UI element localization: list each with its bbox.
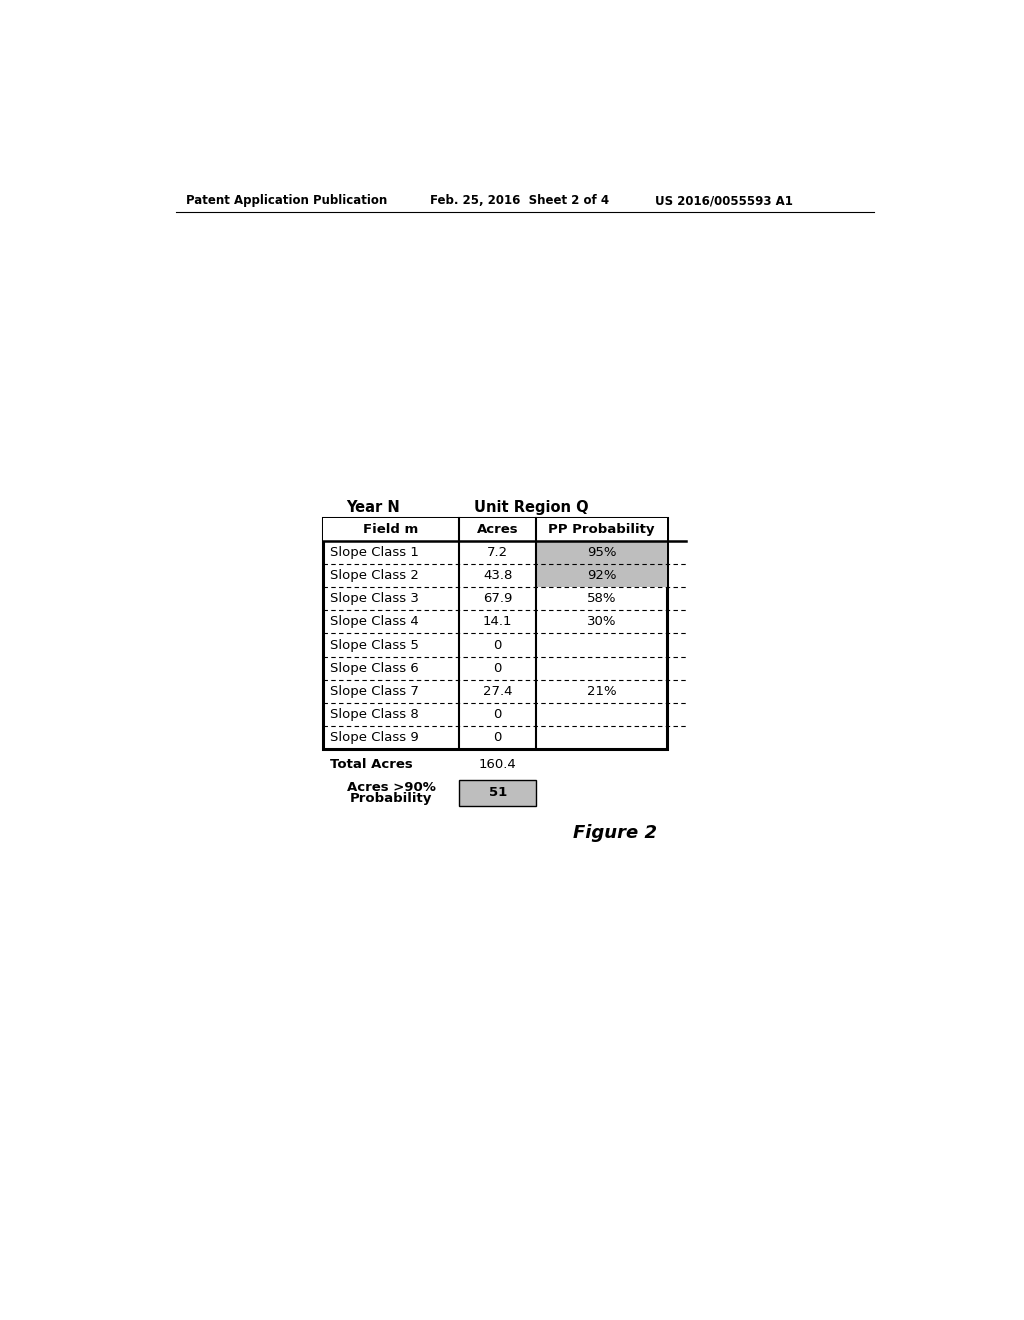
Text: Acres: Acres <box>477 523 518 536</box>
Text: Year N: Year N <box>346 500 400 515</box>
Bar <box>324 517 667 541</box>
Text: Total Acres: Total Acres <box>330 758 413 771</box>
Text: Field m: Field m <box>364 523 419 536</box>
Text: Probability: Probability <box>350 792 432 805</box>
Text: Figure 2: Figure 2 <box>572 824 656 842</box>
Text: 14.1: 14.1 <box>483 615 512 628</box>
Text: 51: 51 <box>488 787 507 800</box>
Text: 95%: 95% <box>587 546 616 560</box>
Text: 0: 0 <box>494 639 502 652</box>
Text: 58%: 58% <box>587 593 616 606</box>
Text: PP Probability: PP Probability <box>548 523 654 536</box>
Text: Slope Class 8: Slope Class 8 <box>330 708 418 721</box>
Text: US 2016/0055593 A1: US 2016/0055593 A1 <box>655 194 793 207</box>
Text: Slope Class 3: Slope Class 3 <box>330 593 419 606</box>
Text: 92%: 92% <box>587 569 616 582</box>
Text: Slope Class 7: Slope Class 7 <box>330 685 419 698</box>
Text: Slope Class 9: Slope Class 9 <box>330 731 418 744</box>
Text: 21%: 21% <box>587 685 616 698</box>
Text: 160.4: 160.4 <box>479 758 516 771</box>
Text: 0: 0 <box>494 731 502 744</box>
Text: Slope Class 1: Slope Class 1 <box>330 546 419 560</box>
Text: 43.8: 43.8 <box>483 569 512 582</box>
Bar <box>537 541 667 564</box>
Bar <box>459 780 537 807</box>
Text: 0: 0 <box>494 661 502 675</box>
Text: Slope Class 6: Slope Class 6 <box>330 661 418 675</box>
Text: 27.4: 27.4 <box>483 685 512 698</box>
Text: 0: 0 <box>494 708 502 721</box>
Text: Patent Application Publication: Patent Application Publication <box>186 194 387 207</box>
Text: 30%: 30% <box>587 615 616 628</box>
Text: 7.2: 7.2 <box>487 546 508 560</box>
Text: Acres >90%: Acres >90% <box>347 780 435 793</box>
Bar <box>537 564 667 587</box>
Bar <box>324 517 667 748</box>
Text: 67.9: 67.9 <box>483 593 512 606</box>
Text: Unit Region Q: Unit Region Q <box>474 500 589 515</box>
Text: Slope Class 5: Slope Class 5 <box>330 639 419 652</box>
Text: Slope Class 2: Slope Class 2 <box>330 569 419 582</box>
Text: Slope Class 4: Slope Class 4 <box>330 615 418 628</box>
Text: Feb. 25, 2016  Sheet 2 of 4: Feb. 25, 2016 Sheet 2 of 4 <box>430 194 609 207</box>
